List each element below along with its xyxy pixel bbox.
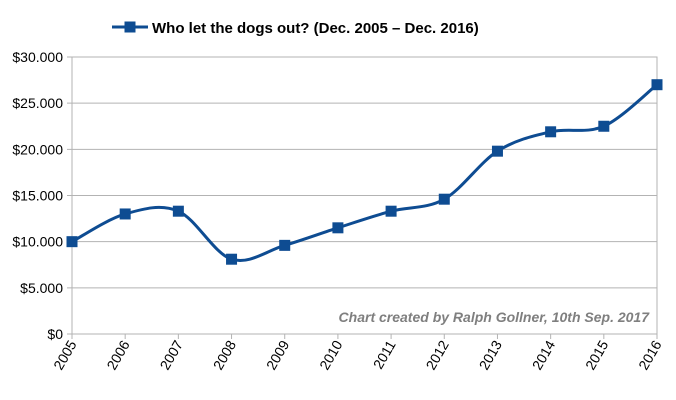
x-tick-label: 2013 (476, 337, 506, 372)
legend-marker-icon (124, 21, 136, 33)
y-tick-label: $10.000 (12, 234, 63, 250)
chart-credit-annotation: Chart created by Ralph Gollner, 10th Sep… (339, 309, 651, 325)
y-tick-label: $15.000 (12, 188, 63, 204)
x-tick-label: 2005 (50, 337, 80, 372)
data-point-marker (332, 222, 344, 234)
legend: Who let the dogs out? (Dec. 2005 – Dec. … (112, 20, 479, 37)
x-tick-label: 2012 (422, 337, 452, 372)
y-tick-label: $5.000 (20, 280, 63, 296)
data-point-marker (651, 79, 663, 91)
plot-area-frame (71, 56, 658, 335)
data-point-marker (438, 193, 450, 205)
data-point-marker (119, 208, 131, 220)
x-tick-label: 2011 (370, 337, 399, 371)
data-point-marker (226, 253, 238, 265)
legend-label: Who let the dogs out? (Dec. 2005 – Dec. … (152, 20, 479, 37)
y-tick-label: $30.000 (12, 49, 63, 65)
y-tick-label: $25.000 (12, 95, 63, 111)
y-tick-label: $0 (47, 326, 63, 342)
y-tick-label: $20.000 (12, 141, 63, 157)
series-line (71, 83, 658, 262)
x-tick-label: 2007 (157, 337, 187, 372)
x-tick-label: 2009 (263, 337, 293, 372)
x-tick-label: 2006 (103, 337, 133, 372)
data-series (66, 79, 663, 265)
x-tick-label: 2010 (316, 337, 346, 372)
data-point-marker (66, 236, 78, 248)
y-axis-tick-labels: $0 $5.000 $10.000 $15.000 $20.000 $25.000 $30.… (12, 49, 63, 342)
data-point-marker (491, 145, 503, 157)
gridlines (67, 56, 658, 339)
x-tick-label: 2014 (529, 337, 559, 372)
data-point-marker (279, 239, 291, 251)
x-axis-tick-labels: 2005 2006 2007 2008 2009 2010 2011 2012 2013 2014… (50, 337, 665, 372)
data-point-marker (598, 120, 610, 132)
data-point-marker (172, 205, 184, 217)
data-point-marker (545, 126, 557, 138)
x-tick-label: 2015 (582, 337, 612, 372)
data-point-marker (385, 205, 397, 217)
x-tick-label: 2016 (635, 337, 665, 372)
x-tick-label: 2008 (210, 337, 240, 372)
